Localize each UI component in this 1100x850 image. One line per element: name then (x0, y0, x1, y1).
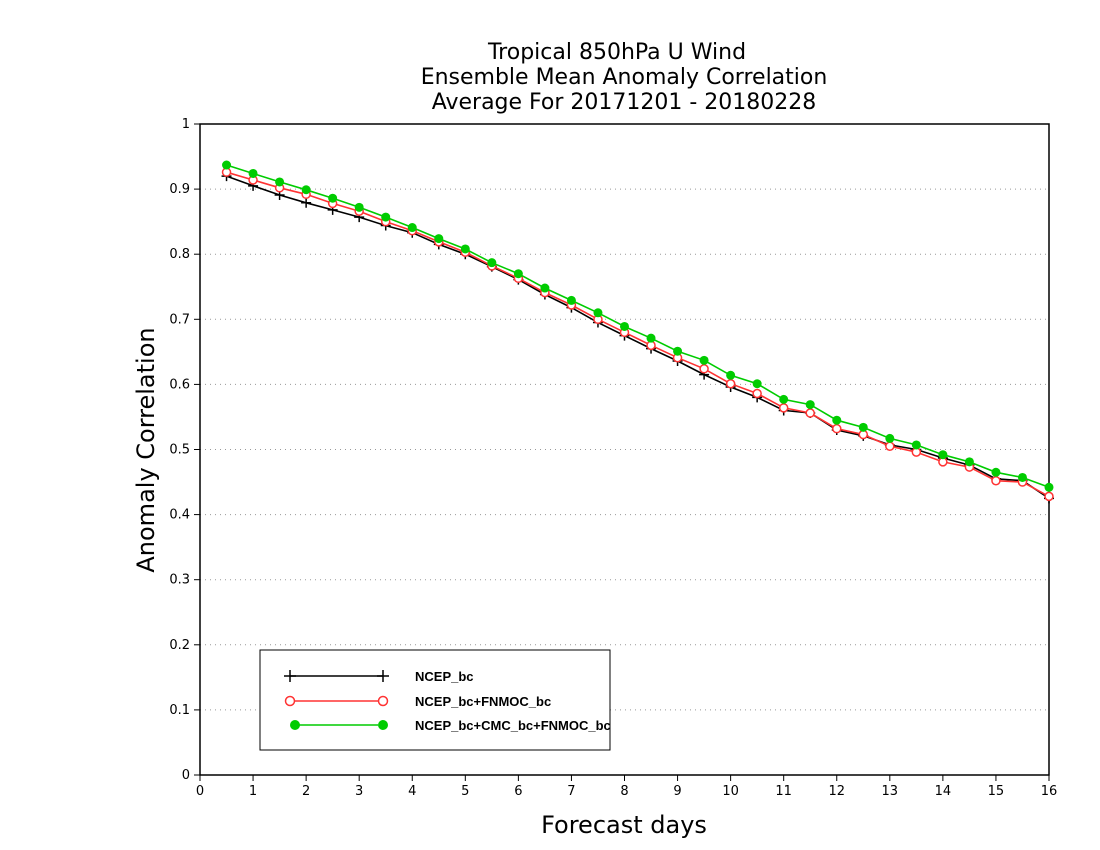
x-tick-label: 6 (514, 784, 522, 799)
x-tick-label: 16 (1041, 784, 1058, 799)
y-tick-label: 0.5 (169, 443, 190, 458)
legend-marker-plus (284, 670, 389, 682)
data-point-open-circle (699, 364, 709, 374)
data-point-filled-circle (540, 283, 550, 293)
data-point-filled-circle (328, 193, 338, 203)
legend-marker-open-circle (284, 695, 296, 707)
legend-item-ncep-fnmoc: NCEP_bc+FNMOC_bc (284, 694, 551, 709)
x-tick-label: 12 (828, 784, 845, 799)
data-point-filled-circle (858, 422, 868, 432)
x-tick-label: 14 (935, 784, 952, 799)
x-tick-label: 0 (196, 784, 204, 799)
data-point-filled-circle (487, 258, 497, 268)
data-point-filled-circle (726, 370, 736, 380)
data-point-filled-circle (1044, 482, 1054, 492)
data-point-filled-circle (991, 467, 1001, 477)
data-point-filled-circle (805, 400, 815, 410)
legend-box (259, 649, 611, 751)
x-tick-label: 7 (567, 784, 575, 799)
data-point-open-circle (778, 403, 789, 413)
data-point-filled-circle (407, 223, 417, 233)
y-tick-label: 0.1 (169, 703, 190, 718)
y-tick-label: 0.9 (169, 182, 190, 197)
legend-label-ncep-bc: NCEP_bc (415, 669, 474, 684)
series-line (226, 175, 1050, 499)
data-point-filled-circle (911, 440, 921, 450)
data-point-filled-circle (275, 177, 285, 187)
x-tick-label: 1 (249, 784, 257, 799)
data-point-open-circle (752, 388, 762, 399)
data-point-open-circle (725, 378, 736, 389)
series-group (221, 160, 1054, 504)
data-point-open-circle (832, 423, 842, 434)
y-tick-label: 0.2 (169, 638, 190, 653)
data-point-filled-circle (434, 234, 444, 244)
data-point-filled-circle (964, 457, 974, 467)
chart-title: Tropical 850hPa U Wind Ensemble Mean Ano… (421, 40, 828, 115)
legend-item-ncep-cmc-fnmoc: NCEP_bc+CMC_bc+FNMOC_bc (290, 718, 611, 733)
data-point-filled-circle (673, 346, 683, 356)
data-point-filled-circle (885, 433, 895, 443)
x-axis-label: Forecast days (541, 811, 707, 839)
legend-item-ncep-bc: NCEP_bc (284, 669, 474, 684)
x-tick-label: 11 (775, 784, 792, 799)
data-point-filled-circle (460, 244, 470, 254)
series-ncep-bc (221, 171, 1054, 504)
data-point-filled-circle (779, 394, 789, 404)
series-ncep-bc-fnmoc-bc (221, 167, 1054, 502)
y-tick-label: 0.6 (169, 377, 190, 392)
data-point-filled-circle (1017, 472, 1027, 482)
data-point-filled-circle (699, 355, 709, 365)
data-point-filled-circle (354, 202, 364, 212)
y-tick-label: 0 (182, 768, 190, 783)
title-line-3: Average For 20171201 - 20180228 (432, 90, 817, 115)
y-tick-label: 1 (182, 117, 190, 132)
x-tick-label: 10 (722, 784, 739, 799)
series-ncep-bc-cmc-bc-fnmoc-bc (222, 160, 1054, 492)
data-point-filled-circle (248, 168, 258, 178)
y-tick-label: 0.3 (169, 573, 190, 588)
legend-marker-filled-circle (378, 720, 388, 730)
data-point-filled-circle (566, 295, 576, 305)
data-point-filled-circle (620, 321, 629, 331)
axes: 00.10.20.30.40.50.60.70.80.910 1 2 3 4 5 6 7 8 9 1… (169, 117, 1057, 799)
data-point-open-circle (1044, 491, 1054, 502)
x-tick-label: 9 (673, 784, 681, 799)
y-tick-label: 0.7 (169, 312, 190, 327)
data-point-filled-circle (222, 160, 232, 170)
data-point-filled-circle (938, 450, 948, 460)
title-line-2: Ensemble Mean Anomaly Correlation (421, 65, 828, 90)
x-tick-label: 5 (461, 784, 469, 799)
legend-marker-open-circle (377, 695, 389, 707)
y-axis-label: Anomaly Correlation (132, 327, 160, 572)
series-line (226, 164, 1050, 489)
legend-marker-filled-circle (290, 720, 300, 730)
data-point-filled-circle (832, 415, 842, 425)
data-point-filled-circle (646, 333, 656, 343)
data-point-filled-circle (381, 212, 391, 222)
data-point-plus (301, 197, 312, 208)
data-point-filled-circle (513, 269, 523, 279)
legend-label-ncep-fnmoc: NCEP_bc+FNMOC_bc (415, 694, 551, 709)
y-tick-label: 0.4 (169, 508, 190, 523)
data-point-open-circle (805, 408, 815, 418)
x-tick-label: 15 (988, 784, 1005, 799)
y-tick-label: 0.8 (169, 247, 190, 262)
legend: NCEP_bc NCEP_bc+FNMOC_bc NCEP_bc+CMC_bc+… (259, 649, 611, 751)
data-point-filled-circle (301, 185, 311, 195)
title-line-1: Tropical 850hPa U Wind (487, 40, 746, 65)
legend-label-ncep-cmc-fnmoc: NCEP_bc+CMC_bc+FNMOC_bc (415, 718, 611, 733)
data-point-filled-circle (593, 308, 603, 318)
x-tick-label: 8 (620, 784, 628, 799)
x-tick-label: 4 (408, 784, 416, 799)
grid-lines (200, 188, 1049, 711)
x-tick-label: 2 (302, 784, 310, 799)
x-tick-label: 3 (355, 784, 363, 799)
x-tick-label: 13 (882, 784, 899, 799)
data-point-filled-circle (752, 379, 762, 389)
data-point-open-circle (991, 475, 1001, 486)
data-point-open-circle (885, 441, 895, 451)
